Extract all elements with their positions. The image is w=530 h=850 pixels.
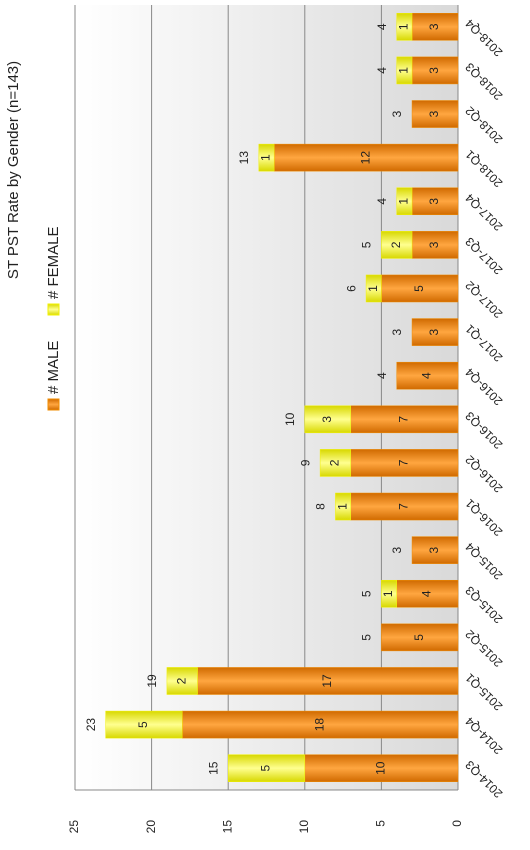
bar-segment bbox=[304, 405, 352, 434]
segment-label: 1 bbox=[397, 198, 411, 205]
total-label: 9 bbox=[298, 459, 312, 466]
bar-segment bbox=[411, 318, 459, 346]
bar-segment bbox=[396, 13, 413, 41]
segment-label: 3 bbox=[427, 198, 441, 205]
x-tick-label: 2014-Q4 bbox=[462, 714, 505, 757]
segment-label: 3 bbox=[427, 23, 441, 30]
total-label: 3 bbox=[390, 328, 404, 335]
bar-segment bbox=[258, 143, 275, 172]
segment-label: 3 bbox=[427, 241, 441, 248]
x-tick-label: 2016-Q2 bbox=[462, 452, 505, 495]
segment-label: 2 bbox=[389, 241, 403, 248]
total-label: 3 bbox=[390, 546, 404, 553]
total-label: 19 bbox=[145, 674, 159, 688]
segment-label: 7 bbox=[397, 459, 411, 466]
x-tick-label: 2018-Q1 bbox=[462, 147, 505, 190]
x-tick-label: 2018-Q4 bbox=[462, 16, 505, 59]
plot-area bbox=[75, 5, 458, 790]
x-tick-label: 2015-Q1 bbox=[462, 670, 505, 713]
y-tick-label: 5 bbox=[374, 820, 388, 827]
x-tick-label: 2014-Q3 bbox=[462, 758, 505, 801]
bar-segment bbox=[396, 361, 459, 390]
rotated-chart: ST PST Rate by Gender (n=143) 0510152025… bbox=[5, 5, 505, 833]
legend-label: # MALE bbox=[45, 341, 62, 394]
segment-label: 1 bbox=[366, 285, 380, 292]
segment-label: 1 bbox=[259, 154, 273, 161]
total-label: 23 bbox=[84, 718, 98, 732]
total-label: 10 bbox=[283, 412, 297, 426]
segment-label: 7 bbox=[397, 416, 411, 423]
total-label: 5 bbox=[360, 241, 374, 248]
bar-segment bbox=[105, 710, 183, 739]
total-label: 15 bbox=[206, 761, 220, 775]
segment-label: 17 bbox=[320, 674, 334, 688]
bar-segment bbox=[381, 231, 413, 259]
total-label: 4 bbox=[375, 372, 389, 379]
segment-label: 1 bbox=[397, 23, 411, 30]
segment-label: 1 bbox=[381, 590, 395, 597]
y-tick-label: 20 bbox=[144, 820, 158, 834]
segment-label: 18 bbox=[312, 718, 326, 732]
segment-label: 1 bbox=[397, 67, 411, 74]
segment-label: 3 bbox=[320, 416, 334, 423]
x-tick-label: 2017-Q2 bbox=[462, 278, 505, 321]
legend-label: # FEMALE bbox=[45, 226, 62, 299]
bar-segment bbox=[411, 100, 459, 128]
total-label: 6 bbox=[344, 285, 358, 292]
y-tick-label: 25 bbox=[67, 820, 81, 834]
x-tick-label: 2017-Q4 bbox=[462, 191, 505, 234]
y-tick-label: 0 bbox=[450, 820, 464, 827]
bar-segment bbox=[411, 536, 459, 564]
segment-label: 2 bbox=[328, 459, 342, 466]
total-label: 3 bbox=[390, 110, 404, 117]
legend-swatch bbox=[47, 398, 60, 411]
total-label: 4 bbox=[375, 198, 389, 205]
total-label: 4 bbox=[375, 23, 389, 30]
segment-label: 10 bbox=[374, 761, 388, 775]
x-tick-label: 2015-Q2 bbox=[462, 627, 505, 670]
bar-segment bbox=[396, 187, 413, 216]
bar-segment bbox=[166, 667, 198, 695]
bar-segment bbox=[381, 623, 459, 652]
x-tick-label: 2016-Q4 bbox=[462, 365, 505, 408]
total-label: 5 bbox=[360, 590, 374, 597]
y-tick-label: 10 bbox=[297, 820, 311, 834]
x-tick-label: 2017-Q3 bbox=[462, 234, 505, 277]
segment-label: 5 bbox=[136, 721, 150, 728]
segment-label: 3 bbox=[427, 328, 441, 335]
x-tick-label: 2016-Q3 bbox=[462, 409, 505, 452]
total-label: 8 bbox=[314, 503, 328, 510]
x-tick-label: 2018-Q2 bbox=[462, 103, 505, 146]
segment-label: 5 bbox=[412, 285, 426, 292]
segment-label: 5 bbox=[412, 634, 426, 641]
bar-segment bbox=[227, 754, 306, 782]
segment-label: 3 bbox=[427, 546, 441, 553]
total-label: 5 bbox=[360, 634, 374, 641]
segment-label: 3 bbox=[427, 67, 441, 74]
segment-label: 2 bbox=[174, 677, 188, 684]
bar-segment bbox=[335, 492, 352, 521]
legend-swatch bbox=[47, 303, 60, 316]
segment-label: 5 bbox=[259, 765, 273, 772]
segment-label: 12 bbox=[358, 151, 372, 165]
segment-label: 7 bbox=[397, 503, 411, 510]
bar-segment bbox=[381, 579, 397, 608]
total-label: 13 bbox=[237, 151, 251, 165]
chart-title: ST PST Rate by Gender (n=143) bbox=[5, 61, 22, 279]
x-tick-label: 2017-Q1 bbox=[462, 321, 505, 364]
bar-segment bbox=[365, 274, 382, 303]
segment-label: 1 bbox=[335, 503, 349, 510]
segment-label: 3 bbox=[427, 110, 441, 117]
x-tick-label: 2018-Q3 bbox=[462, 60, 505, 103]
segment-label: 4 bbox=[420, 590, 434, 597]
x-tick-label: 2015-Q4 bbox=[462, 540, 505, 583]
y-tick-label: 15 bbox=[220, 820, 234, 834]
x-tick-label: 2016-Q1 bbox=[462, 496, 505, 539]
segment-label: 4 bbox=[420, 372, 434, 379]
x-tick-label: 2015-Q3 bbox=[462, 583, 505, 626]
bar-segment bbox=[396, 56, 413, 85]
bar-segment bbox=[319, 449, 352, 477]
total-label: 4 bbox=[375, 67, 389, 74]
